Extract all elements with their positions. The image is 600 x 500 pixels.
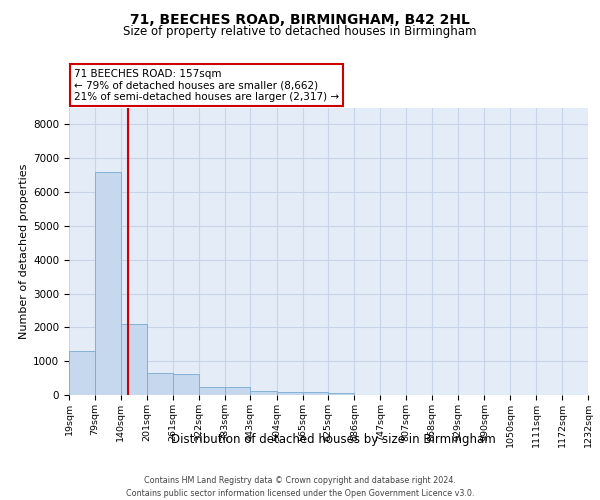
Bar: [69, 350, 95, 395]
Bar: [121, 324, 147, 395]
Text: Distribution of detached houses by size in Birmingham: Distribution of detached houses by size …: [170, 432, 496, 446]
Bar: [199, 386, 225, 395]
Text: Contains HM Land Registry data © Crown copyright and database right 2024.
Contai: Contains HM Land Registry data © Crown c…: [126, 476, 474, 498]
Y-axis label: Number of detached properties: Number of detached properties: [19, 164, 29, 339]
Bar: [250, 391, 277, 395]
Bar: [95, 172, 121, 395]
Bar: [302, 392, 328, 395]
Bar: [277, 392, 302, 395]
Bar: [147, 373, 173, 395]
Bar: [225, 387, 250, 395]
Text: Size of property relative to detached houses in Birmingham: Size of property relative to detached ho…: [123, 25, 477, 38]
Bar: [328, 393, 355, 395]
Bar: [173, 374, 199, 395]
Text: 71 BEECHES ROAD: 157sqm
← 79% of detached houses are smaller (8,662)
21% of semi: 71 BEECHES ROAD: 157sqm ← 79% of detache…: [74, 68, 340, 102]
Text: 71, BEECHES ROAD, BIRMINGHAM, B42 2HL: 71, BEECHES ROAD, BIRMINGHAM, B42 2HL: [130, 12, 470, 26]
